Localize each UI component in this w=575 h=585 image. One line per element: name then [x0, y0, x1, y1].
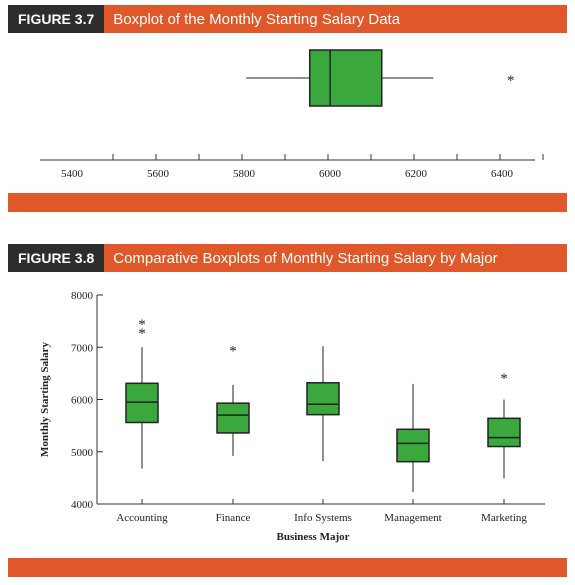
boxplot-salary-chart: 5400 5600 5800 6000 6200 6400 * — [40, 49, 544, 180]
figure-3-7-header: FIGURE 3.7 Boxplot of the Monthly Starti… — [8, 5, 567, 33]
iqr-box-accounting — [125, 382, 159, 424]
iqr-box — [308, 49, 383, 107]
x-tick-label-5600: 5600 — [147, 168, 170, 180]
y-tick-label-6000: 6000 — [71, 395, 94, 407]
figure-3-7-number: FIGURE 3.7 — [8, 5, 105, 33]
x-tick-label-5800: 5800 — [233, 168, 256, 180]
figure-3-8-footer-bar — [8, 558, 567, 577]
y-tick-label-7000: 7000 — [71, 342, 94, 354]
y-tick-label-8000: 8000 — [71, 290, 94, 302]
x-tick-label-6200: 6200 — [405, 168, 428, 180]
x-axis-title: Business Major — [276, 531, 349, 543]
y-tick-label-4000: 4000 — [71, 499, 94, 511]
figure-3-8-header: FIGURE 3.8 Comparative Boxplots of Month… — [8, 244, 567, 272]
outlier-marketing-0: * — [500, 371, 508, 387]
outlier-0: * — [507, 73, 515, 89]
outlier-accounting-1: * — [138, 317, 146, 333]
figure-3-7-footer-bar — [8, 193, 567, 212]
figure-3-8-title: Comparative Boxplots of Monthly Starting… — [104, 244, 567, 272]
outlier-accounting-0: * — [138, 326, 146, 342]
iqr-box-management — [396, 428, 430, 463]
outlier-finance-0: * — [229, 343, 237, 359]
iqr-box-info-systems — [306, 382, 340, 416]
x-tick-label-info-systems: Info Systems — [294, 512, 352, 524]
y-tick-label-5000: 5000 — [71, 447, 94, 459]
figure-3-8-number: FIGURE 3.8 — [8, 244, 105, 272]
iqr-box-marketing — [487, 417, 521, 448]
y-axis-title: Monthly Starting Salary — [39, 342, 51, 457]
figure-3-7-title: Boxplot of the Monthly Starting Salary D… — [104, 5, 567, 33]
comparative-boxplots-chart: 4000 5000 6000 7000 8000 Monthly Starting Sal… — [39, 290, 545, 543]
x-tick-label-accounting: Accounting — [116, 512, 168, 524]
x-tick-label-6000: 6000 — [319, 168, 342, 180]
x-tick-label-5400: 5400 — [61, 168, 84, 180]
x-tick-label-finance: Finance — [216, 512, 251, 524]
iqr-box-finance — [216, 402, 250, 434]
x-tick-label-management: Management — [384, 512, 441, 524]
x-tick-label-6400: 6400 — [491, 168, 514, 180]
x-tick-label-marketing: Marketing — [481, 512, 527, 524]
